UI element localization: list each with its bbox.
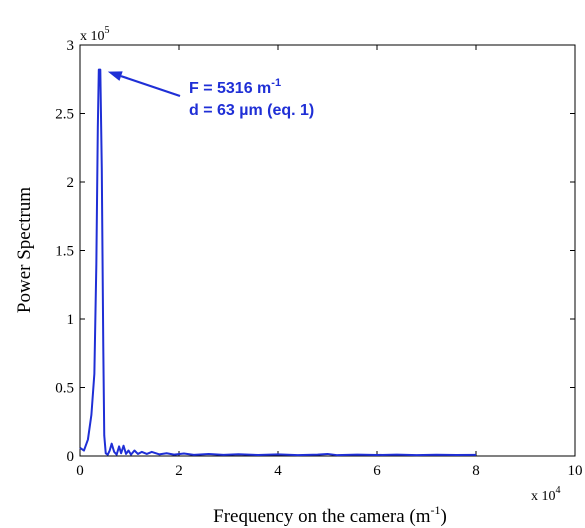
x-multiplier-base: x 10 — [531, 489, 556, 504]
x-axis-multiplier: x 104 — [531, 485, 561, 504]
y-tick-label: 0.5 — [55, 381, 74, 397]
annotation-line-1: F = 5316 m-1 — [189, 77, 281, 97]
x-axis-ticks — [79, 45, 576, 456]
x-tick-label: 6 — [373, 463, 381, 479]
x-tick-label: 4 — [274, 463, 282, 479]
x-axis-tick-labels: 0 2 4 6 8 10 — [76, 463, 582, 479]
x-tick-label: 8 — [472, 463, 480, 479]
annotation-line-1-superscript: -1 — [271, 77, 281, 89]
x-multiplier-exponent: 4 — [556, 485, 561, 496]
annotation-line-2: d = 63 µm (eq. 1) — [189, 102, 314, 119]
annotation-arrow-line — [120, 75, 181, 98]
x-label-superscript: -1 — [431, 503, 441, 517]
series-line — [79, 68, 477, 457]
y-tick-label: 1 — [67, 312, 75, 328]
y-axis-multiplier: x 105 — [80, 25, 110, 44]
series-layer — [79, 68, 477, 457]
y-tick-label: 2 — [67, 175, 75, 191]
x-label-text: Frequency on the camera (m — [213, 506, 431, 527]
x-label-close: ) — [441, 506, 447, 527]
annotation-arrow-head — [107, 71, 123, 81]
y-tick-label: 1.5 — [55, 244, 74, 260]
y-axis-ticks — [80, 44, 575, 457]
x-tick-label: 2 — [175, 463, 183, 479]
annotation-line-1-text: F = 5316 m — [189, 80, 271, 97]
y-multiplier-base: x 10 — [80, 29, 105, 44]
y-tick-label: 0 — [67, 449, 75, 465]
x-axis-label: Frequency on the camera (m-1) — [213, 503, 447, 527]
x-tick-label: 10 — [568, 463, 583, 479]
x-tick-label: 0 — [76, 463, 84, 479]
y-tick-label: 3 — [67, 38, 75, 54]
y-tick-label: 2.5 — [55, 107, 74, 123]
y-axis-label: Power Spectrum — [14, 187, 35, 313]
peak-annotation: F = 5316 m-1 d = 63 µm (eq. 1) — [107, 71, 314, 119]
y-multiplier-exponent: 5 — [105, 25, 110, 36]
plot-area-frame — [79, 44, 576, 457]
y-axis-tick-labels: 0 0.5 1 1.5 2 2.5 3 — [55, 38, 74, 465]
